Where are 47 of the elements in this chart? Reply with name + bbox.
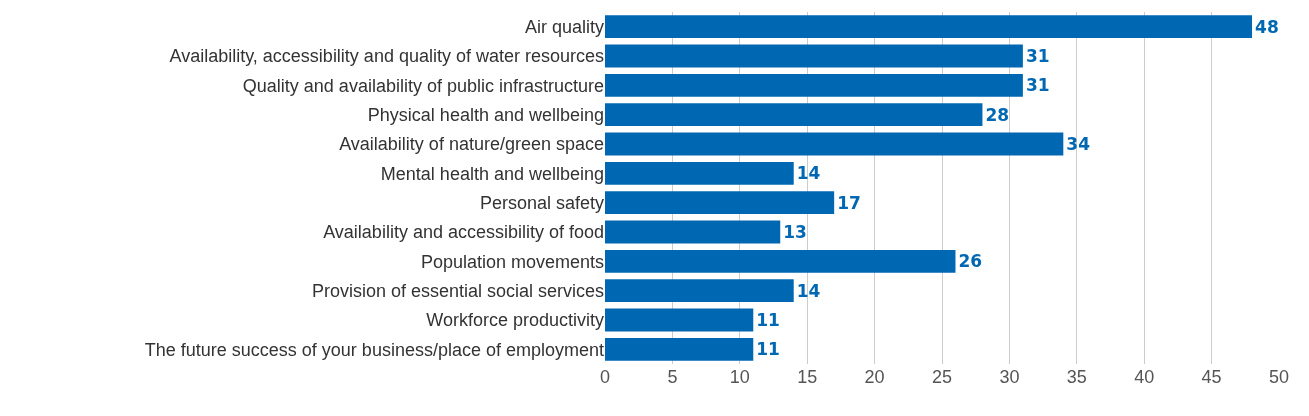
y-tick-label: Availability of nature/green space [339, 134, 604, 155]
bar [605, 15, 1253, 39]
y-tick-label: Provision of essential social services [311, 280, 604, 301]
bar [605, 132, 1064, 156]
x-tick-label: 35 [1066, 367, 1087, 387]
data-label: 11 [756, 339, 780, 360]
bar [605, 337, 754, 361]
data-label: 14 [796, 280, 821, 301]
bar [605, 73, 1023, 97]
data-label: 28 [985, 104, 1010, 125]
data-label: 48 [1255, 16, 1279, 37]
data-label: 31 [1025, 46, 1050, 66]
bar [605, 308, 754, 332]
x-tick-label: 5 [667, 367, 678, 387]
y-tick-label: The future success of your business/place of employment [144, 339, 604, 360]
y-tick-label: Mental health and wellbeing [380, 163, 604, 184]
x-tick-label: 10 [729, 367, 750, 387]
data-label: 14 [796, 163, 821, 184]
y-tick-label: Availability, accessibility and quality of water resources [169, 46, 604, 67]
y-tick-label: Availability and accessibility of food [323, 222, 604, 243]
bar [605, 103, 983, 127]
x-tick-label: 20 [864, 367, 885, 387]
data-label: 34 [1066, 134, 1091, 154]
x-tick-label: 40 [1134, 367, 1155, 387]
bar [605, 279, 794, 303]
x-tick-label: 25 [931, 367, 953, 387]
x-tick-label: 45 [1201, 367, 1222, 387]
bar [605, 249, 956, 273]
y-tick-label: Physical health and wellbeing [367, 104, 604, 125]
bar [605, 191, 835, 215]
x-tick-label: 50 [1268, 367, 1290, 387]
data-label: 11 [756, 310, 780, 330]
y-tick-label: Personal safety [479, 192, 604, 213]
y-tick-label: Air quality [524, 16, 604, 37]
x-tick-label: 0 [599, 367, 611, 387]
x-tick-label: 30 [999, 367, 1020, 387]
y-tick-label: Quality and availability of public infrastructure [242, 75, 604, 96]
data-label: 26 [958, 251, 983, 272]
y-tick-label: Population movements [420, 251, 604, 272]
y-tick-label: Workforce productivity [426, 310, 604, 331]
bar [605, 44, 1023, 68]
data-label: 31 [1025, 75, 1050, 96]
bar [605, 161, 794, 185]
data-label: 13 [783, 222, 807, 242]
bar [605, 220, 781, 244]
x-tick-label: 15 [797, 367, 818, 387]
data-label: 17 [837, 192, 861, 213]
